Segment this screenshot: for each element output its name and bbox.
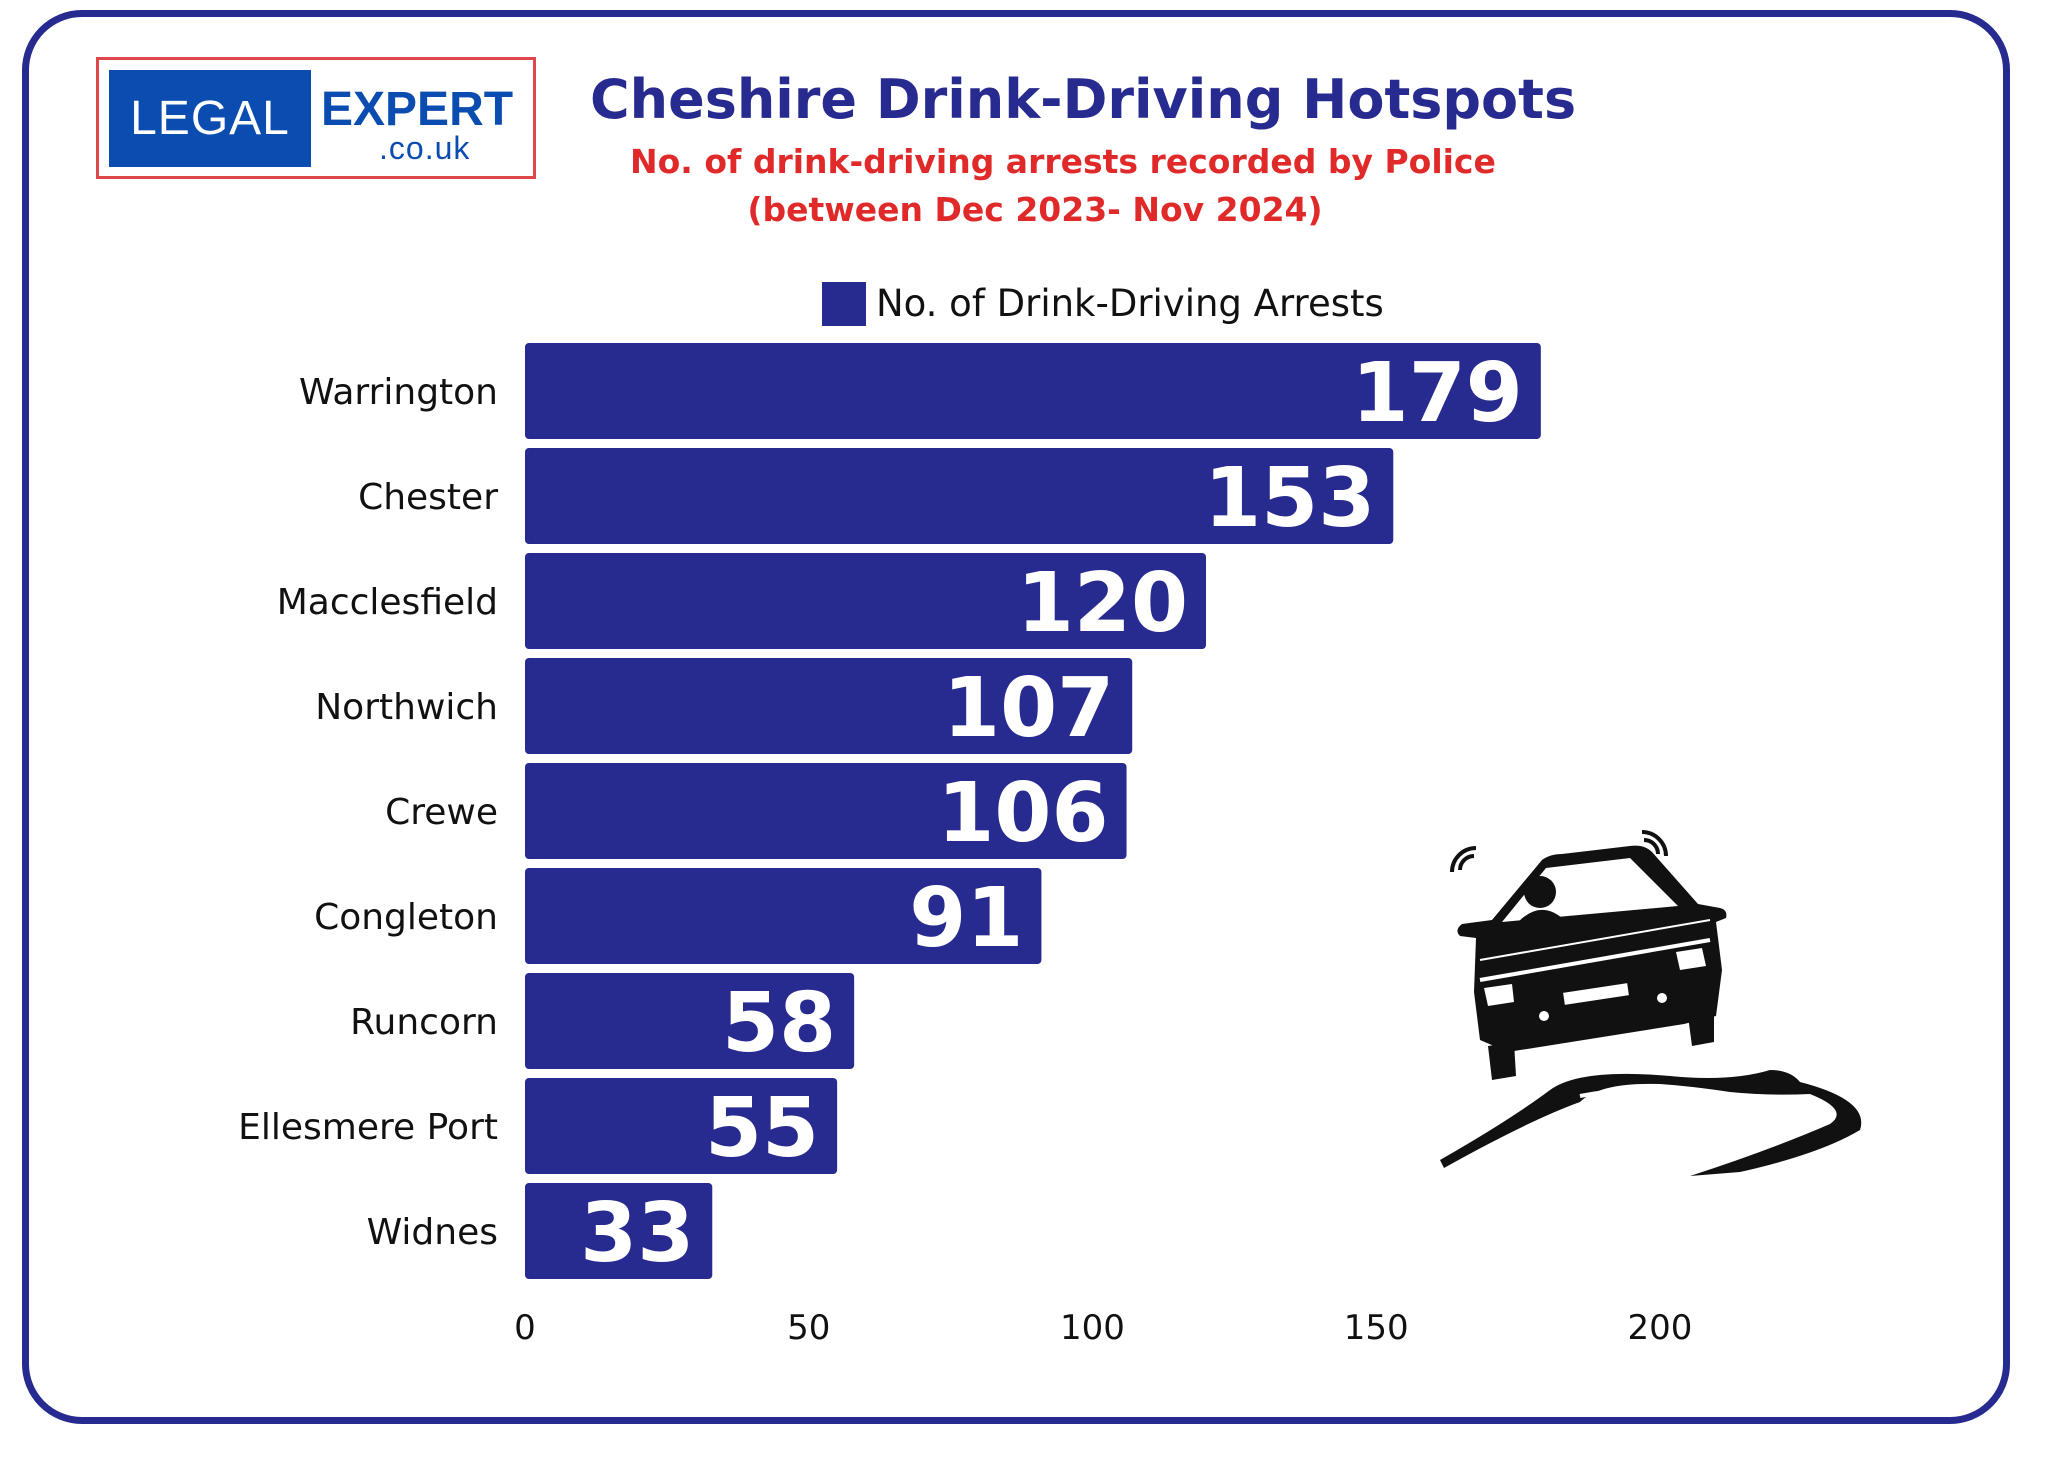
value-label: 58 [722,976,836,1071]
chart-title: Cheshire Drink-Driving Hotspots [590,68,1577,131]
value-label: 55 [705,1081,819,1176]
bars-group [525,343,1541,1279]
category-label: Chester [358,477,498,518]
legend-label: No. of Drink-Driving Arrests [876,282,1384,325]
swerving-car-icon [1440,830,1862,1176]
chart-subtitle-line2: (between Dec 2023- Nov 2024) [747,190,1323,229]
x-axis-ticks: 0 50 100 150 200 [514,1308,1692,1348]
bar-crewe [525,763,1127,859]
value-label: 153 [1204,451,1375,546]
value-label: 107 [943,661,1114,756]
category-label: Crewe [385,792,498,833]
bar-macclesfield [525,553,1206,649]
x-tick-label: 50 [787,1308,830,1348]
chart-legend: No. of Drink-Driving Arrests [822,282,1384,326]
value-label: 120 [1017,556,1188,651]
category-label: Northwich [315,687,498,728]
value-label: 106 [937,766,1108,861]
logo-legal-text: LEGAL [109,70,311,167]
category-labels: Warrington Chester Macclesfield Northwich Cr… [238,372,498,1253]
category-label: Runcorn [350,1002,498,1043]
x-tick-label: 150 [1344,1308,1409,1348]
legal-expert-logo: LEGAL EXPERT .co.uk [96,57,536,179]
category-label: Widnes [367,1212,498,1253]
category-label: Macclesfield [277,582,498,623]
value-label: 179 [1352,346,1523,441]
chart-frame [22,10,2010,1424]
x-tick-label: 100 [1060,1308,1125,1348]
logo-expert-text: EXPERT [321,83,514,136]
value-label: 33 [580,1186,694,1281]
x-tick-label: 200 [1628,1308,1693,1348]
chart-subtitle-line1: No. of drink-driving arrests recorded by… [630,142,1496,181]
bar-runcorn [525,973,855,1069]
legend-swatch [822,282,866,326]
category-label: Warrington [299,372,498,413]
bar-congleton [525,868,1042,964]
bar-ellesmere-port [525,1078,838,1174]
bar-chester [525,448,1394,544]
x-tick-label: 0 [514,1308,536,1348]
bar-widnes [525,1183,713,1279]
category-label: Ellesmere Port [238,1107,498,1148]
bar-warrington [525,343,1541,439]
category-label: Congleton [314,897,498,938]
value-label: 91 [909,871,1023,966]
bar-northwich [525,658,1133,754]
logo-domain-text: .co.uk [379,130,471,166]
